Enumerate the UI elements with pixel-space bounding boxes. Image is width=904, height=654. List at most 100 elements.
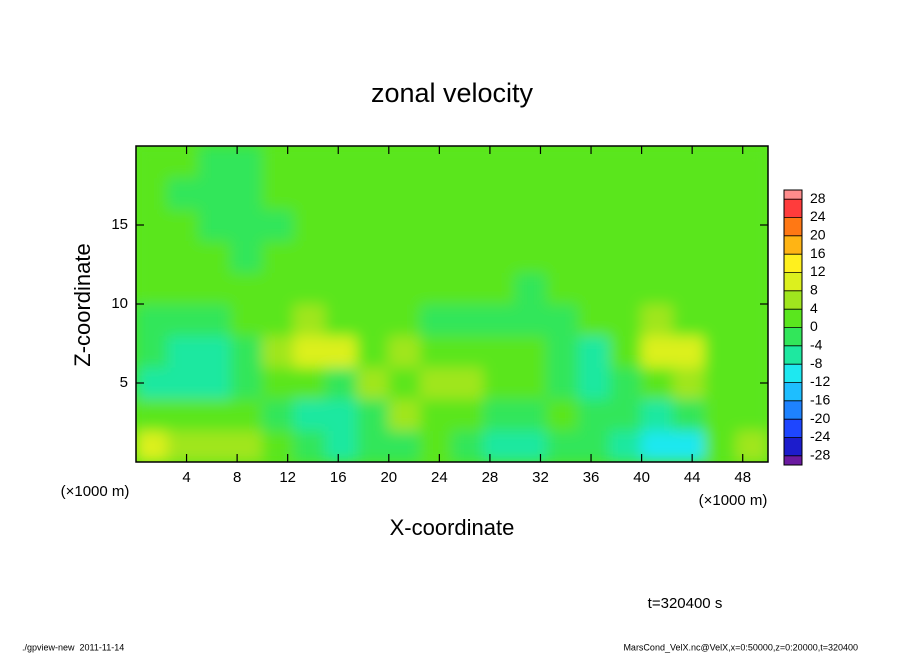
cell xyxy=(546,146,579,179)
cell xyxy=(735,335,768,368)
cell xyxy=(293,429,327,462)
cell xyxy=(230,208,263,242)
cell xyxy=(356,271,390,305)
cell xyxy=(261,335,295,368)
cell xyxy=(388,366,421,400)
colorbar-tick-label: 0 xyxy=(810,318,818,334)
cell xyxy=(577,335,611,368)
cell xyxy=(388,208,421,242)
cell xyxy=(356,177,390,210)
cell xyxy=(641,335,674,368)
cell xyxy=(136,240,169,273)
cell xyxy=(230,146,263,179)
cell xyxy=(293,303,327,337)
cell xyxy=(230,429,263,462)
cell xyxy=(356,366,390,400)
cell xyxy=(546,240,579,273)
cell xyxy=(546,177,579,210)
colorbar-tick-label: -8 xyxy=(810,355,823,371)
x-tick-label: 32 xyxy=(532,469,549,486)
chart-title: zonal velocity xyxy=(371,78,534,108)
cell xyxy=(704,366,737,400)
cell xyxy=(419,303,453,337)
cell xyxy=(641,177,674,210)
cell xyxy=(261,208,295,242)
colorbar-box xyxy=(784,382,802,401)
colorbar-box xyxy=(784,254,802,273)
cell xyxy=(514,146,548,179)
cell xyxy=(641,366,674,400)
cell xyxy=(641,271,674,305)
cell xyxy=(325,335,358,368)
cell xyxy=(230,366,263,400)
cell xyxy=(388,303,421,337)
cell xyxy=(514,208,548,242)
cell xyxy=(735,146,768,179)
cell xyxy=(483,335,516,368)
cell xyxy=(419,429,453,462)
cell xyxy=(293,240,327,273)
x-axis-label: X-coordinate xyxy=(390,515,515,540)
cell xyxy=(672,271,706,305)
cell xyxy=(325,240,358,273)
x-tick-label: 36 xyxy=(583,469,600,486)
cell xyxy=(451,146,485,179)
cell xyxy=(388,177,421,210)
cell xyxy=(261,146,295,179)
cell xyxy=(261,366,295,400)
cell xyxy=(704,208,737,242)
colorbar-tick-label: 24 xyxy=(810,208,826,224)
cell xyxy=(198,177,232,210)
x-tick-label: 44 xyxy=(684,469,701,486)
cell xyxy=(483,208,516,242)
cell xyxy=(546,208,579,242)
colorbar-box xyxy=(784,455,802,465)
cell xyxy=(198,335,232,368)
cell xyxy=(136,398,169,431)
cell xyxy=(261,398,295,431)
cell xyxy=(609,398,643,431)
cell xyxy=(514,398,548,431)
cell xyxy=(546,335,579,368)
cell xyxy=(167,303,200,337)
cell xyxy=(672,146,706,179)
cell xyxy=(167,177,200,210)
colorbar-tick-label: 16 xyxy=(810,245,826,261)
cell xyxy=(672,429,706,462)
cell xyxy=(514,366,548,400)
colorbar-tick-label: -24 xyxy=(810,428,830,444)
x-tick-label: 48 xyxy=(734,469,751,486)
cell xyxy=(261,303,295,337)
cell xyxy=(704,303,737,337)
colorbar-tick-label: 4 xyxy=(810,300,818,316)
cell xyxy=(230,303,263,337)
cell xyxy=(198,146,232,179)
cell xyxy=(136,429,169,462)
cell xyxy=(388,146,421,179)
x-tick-label: 12 xyxy=(279,469,296,486)
cell xyxy=(704,240,737,273)
cell xyxy=(451,429,485,462)
cell xyxy=(514,271,548,305)
cell xyxy=(546,398,579,431)
cell xyxy=(672,177,706,210)
cell xyxy=(167,398,200,431)
colorbar-box xyxy=(784,437,802,456)
cell xyxy=(609,366,643,400)
cell xyxy=(546,429,579,462)
cell xyxy=(419,146,453,179)
cell xyxy=(577,146,611,179)
cell xyxy=(609,335,643,368)
cell xyxy=(546,366,579,400)
cell xyxy=(388,271,421,305)
cell xyxy=(356,240,390,273)
cell xyxy=(136,146,169,179)
cell xyxy=(419,335,453,368)
cell xyxy=(325,303,358,337)
cell xyxy=(198,303,232,337)
y-tick-label: 10 xyxy=(111,295,128,312)
cell xyxy=(735,303,768,337)
cell xyxy=(735,271,768,305)
cell xyxy=(577,240,611,273)
